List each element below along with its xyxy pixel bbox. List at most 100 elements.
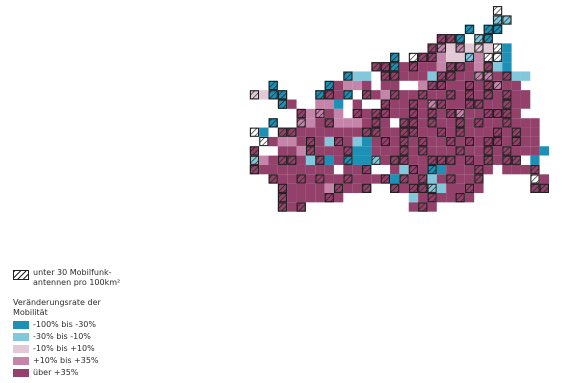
grid-cell [352, 146, 362, 156]
grid-cell [380, 155, 391, 165]
hatched-cell-overlay [511, 136, 521, 147]
grid-cell [539, 146, 549, 156]
hatched-cell-overlay [305, 136, 316, 147]
grid-cell [436, 118, 447, 128]
grid-cell [408, 174, 419, 184]
grid-cell [446, 80, 456, 91]
grid-cell [352, 136, 362, 147]
hatched-cell-overlay [502, 71, 512, 81]
grid-cell [390, 146, 400, 156]
grid-cell [464, 43, 475, 53]
grid-cell [539, 155, 549, 165]
grid-cell [511, 108, 521, 119]
hatched-cell-overlay [399, 146, 409, 156]
grid-cell [464, 174, 475, 184]
hatched-cell-overlay [427, 183, 437, 193]
hatched-cell-overlay [483, 108, 493, 119]
hatched-cell-overlay [530, 183, 540, 193]
hatched-cell-overlay [408, 165, 419, 175]
grid-cell [474, 155, 484, 165]
hatched-cell-overlay [277, 155, 288, 165]
grid-cell [399, 108, 409, 119]
hatched-cell-overlay [343, 155, 353, 165]
grid-cell [464, 164, 475, 175]
grid-cell [296, 155, 306, 165]
grid-cell [502, 127, 512, 137]
grid-cell [436, 183, 447, 193]
hatched-cell-overlay [446, 174, 456, 184]
grid-cell [305, 183, 316, 193]
grid-cell [324, 99, 334, 109]
hatched-cell-overlay [492, 127, 503, 137]
grid-cell [362, 146, 372, 156]
hatched-cell-overlay [455, 34, 465, 44]
grid-cell [520, 90, 531, 100]
grid-cell [380, 127, 391, 137]
grid-cell [362, 108, 372, 119]
hatched-cell-overlay [502, 99, 512, 109]
hatched-cell-overlay [324, 80, 334, 91]
grid-cell [418, 127, 428, 137]
hatched-cell-overlay [315, 174, 325, 184]
grid-cell [408, 136, 419, 147]
hatched-cell-overlay [446, 71, 456, 81]
grid-cell [511, 118, 521, 128]
hatched-cell-overlay [474, 34, 484, 44]
hatched-cell-overlay [492, 52, 503, 63]
hatched-cell-overlay [343, 71, 353, 81]
hatched-cell-overlay [268, 174, 278, 184]
grid-cell [371, 90, 381, 100]
hatched-cell-overlay [436, 99, 447, 109]
grid-cell [511, 99, 521, 109]
hatched-cell-overlay [427, 43, 437, 53]
grid-cell [502, 164, 512, 175]
grid-cell [277, 146, 288, 156]
grid-cell [492, 118, 503, 128]
grid-cell [268, 164, 278, 175]
grid-cell [455, 52, 465, 63]
hatched-cell-overlay [483, 90, 493, 100]
hatched-cell-overlay [427, 52, 437, 63]
grid-cell [418, 108, 428, 119]
grid-cell [511, 80, 521, 91]
hatched-cell-overlay [249, 165, 260, 175]
grid-cell [287, 193, 297, 203]
hatched-cell-overlay [408, 52, 419, 63]
grid-cell [399, 99, 409, 109]
grid-cell [464, 108, 475, 119]
grid-cell [418, 99, 428, 109]
grid-cell [315, 164, 325, 175]
hatched-cell-overlay [390, 155, 400, 165]
grid-cell [455, 71, 465, 81]
grid-cell [259, 127, 269, 137]
grid-cell [502, 52, 512, 63]
grid-cell [427, 202, 437, 212]
grid-cell [287, 183, 297, 193]
hatched-cell-overlay [399, 155, 409, 165]
grid-cell [474, 136, 484, 147]
grid-cell [455, 80, 465, 91]
grid-cells [249, 6, 549, 212]
grid-cell [464, 62, 475, 72]
grid-cell [539, 164, 549, 175]
hatched-cell-overlay [296, 108, 306, 119]
grid-cell [343, 80, 353, 91]
grid-cell [483, 99, 493, 109]
grid-cell [333, 174, 344, 184]
grid-cell [399, 183, 409, 193]
hatched-cell-overlay [455, 108, 465, 119]
grid-cell [296, 193, 306, 203]
grid-cell [455, 99, 465, 109]
hatched-cell-overlay [296, 118, 306, 128]
grid-cell [371, 146, 381, 156]
grid-cell [333, 193, 344, 203]
hatched-cell-overlay [296, 202, 306, 212]
grid-cell [418, 80, 428, 91]
hatched-cell-overlay [502, 90, 512, 100]
hatched-cell-overlay [362, 165, 372, 175]
grid-cell [427, 62, 437, 72]
hatched-cell-overlay [492, 136, 503, 147]
class-1-swatch [13, 321, 29, 329]
hatched-cell-overlay [483, 136, 493, 147]
